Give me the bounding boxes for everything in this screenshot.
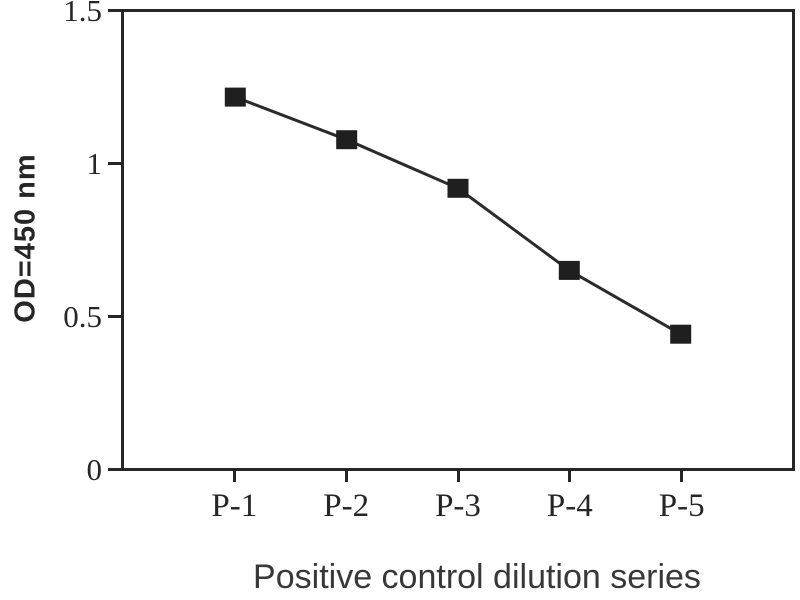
- data-point-marker: [336, 130, 358, 150]
- y-tick-label: 0.5: [63, 298, 102, 334]
- data-point-marker: [558, 260, 580, 280]
- x-tick-mark: [344, 470, 348, 482]
- series-line: [234, 95, 682, 336]
- y-tick-mark: [108, 315, 121, 318]
- y-tick-label: 1: [86, 145, 103, 181]
- line-series-canvas: [224, 87, 692, 344]
- x-tick-label: P-1: [211, 488, 258, 524]
- plot-area: [121, 9, 795, 471]
- x-tick-label: P-4: [546, 488, 593, 524]
- y-tick-label: 0: [86, 451, 103, 487]
- x-tick-mark: [568, 470, 572, 482]
- x-tick-mark: [680, 470, 684, 482]
- x-tick-mark: [456, 470, 460, 482]
- x-tick-label: P-2: [323, 488, 370, 524]
- x-tick-label: P-3: [435, 488, 481, 524]
- y-tick-mark: [108, 162, 121, 165]
- data-point-marker: [447, 178, 469, 198]
- x-axis-title: Positive control dilution series: [253, 558, 701, 596]
- y-tick-mark: [108, 9, 121, 12]
- x-tick-label: P-5: [658, 488, 705, 524]
- data-point-marker: [224, 87, 246, 107]
- x-tick-mark: [232, 470, 236, 482]
- y-tick-mark: [108, 468, 121, 471]
- data-point-marker: [670, 324, 692, 344]
- y-tick-label: 1.5: [63, 0, 102, 28]
